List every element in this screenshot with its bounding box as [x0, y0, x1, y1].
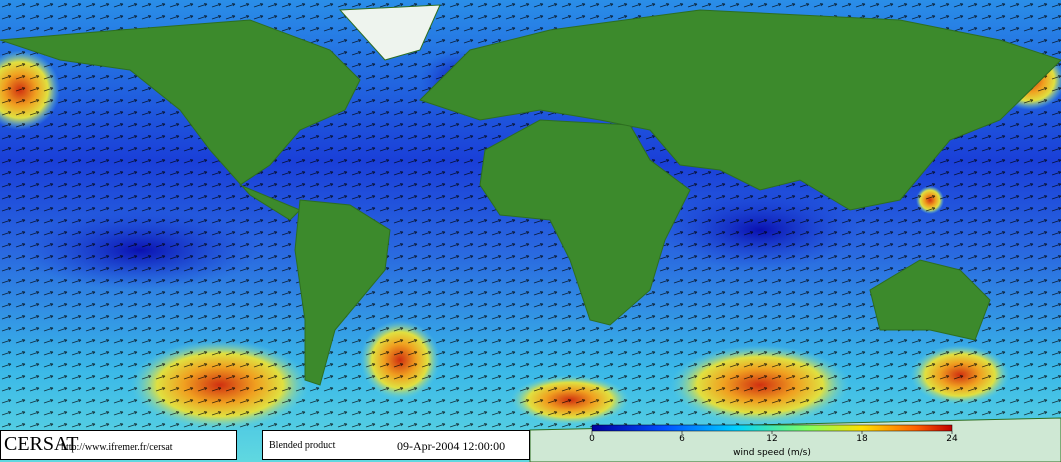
eurasia — [419, 9, 1061, 211]
logo: CERSAT — [4, 433, 79, 455]
continents — [0, 4, 1061, 462]
australia — [869, 259, 991, 341]
colorbar-scale — [591, 424, 953, 432]
logo-box: CERSAT http://www.ifremer.fr/cersat — [0, 430, 237, 460]
product: Blended product — [269, 440, 336, 451]
africa — [479, 119, 691, 326]
colorbar: wind speed (m/s) 0 6 12 18 24 — [589, 424, 958, 458]
info-box: Blended product 09-Apr-2004 12:00:00 — [262, 430, 530, 460]
date: 09-Apr-2004 12:00:00 — [397, 439, 506, 453]
url[interactable]: http://www.ifremer.fr/cersat — [61, 442, 173, 453]
north-america — [0, 19, 361, 221]
colorbar-tick-label: 0 — [589, 434, 595, 444]
greenland — [338, 4, 441, 61]
south-america — [294, 199, 391, 386]
colorbar-tick-label: 18 — [856, 434, 868, 444]
colorbar-label: wind speed (m/s) — [733, 448, 811, 458]
colorbar-tick-label: 24 — [946, 434, 958, 444]
colorbar-tick-label: 12 — [766, 434, 777, 444]
colorbar-tick-label: 6 — [679, 434, 685, 444]
